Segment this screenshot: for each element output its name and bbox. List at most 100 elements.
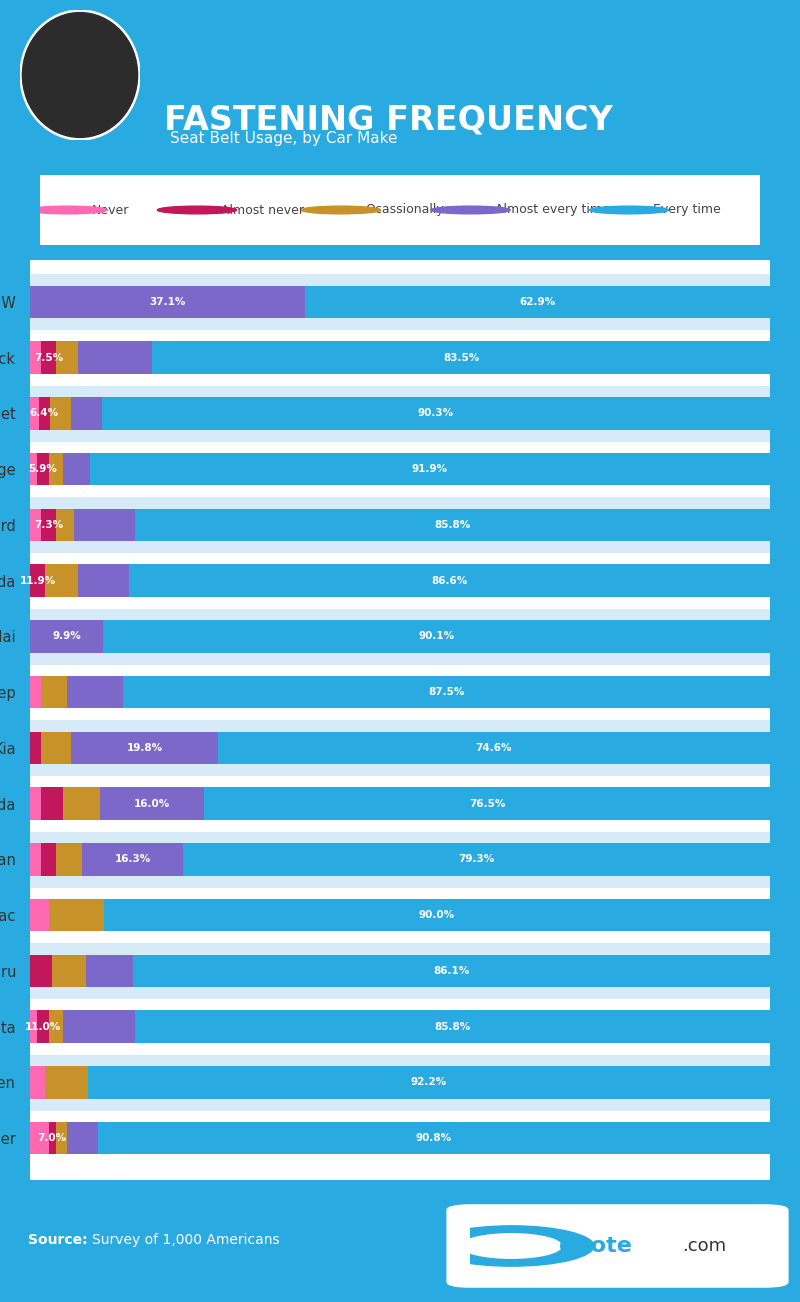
Bar (183, 844, 770, 875)
Bar (30, 943, 770, 999)
Bar (74, 509, 135, 542)
Bar (49, 1122, 56, 1155)
Bar (133, 954, 770, 987)
Text: 7.0%: 7.0% (38, 1133, 66, 1143)
Text: 86.1%: 86.1% (434, 966, 470, 976)
Bar (90, 453, 770, 486)
Text: .com: .com (682, 1237, 726, 1255)
Bar (30, 1010, 38, 1043)
Bar (52, 954, 86, 987)
Bar (30, 1122, 49, 1155)
Bar (82, 844, 183, 875)
Bar (45, 1066, 88, 1099)
Text: Every time: Every time (654, 203, 721, 216)
Circle shape (302, 206, 381, 214)
Bar (41, 676, 67, 708)
Bar (63, 453, 90, 486)
Bar (71, 732, 218, 764)
Bar (38, 453, 49, 486)
Bar (122, 676, 770, 708)
Bar (100, 788, 204, 820)
Text: 85.8%: 85.8% (434, 1022, 470, 1031)
Text: quote: quote (558, 1236, 631, 1256)
Bar (305, 285, 770, 318)
Bar (30, 496, 770, 553)
Bar (30, 887, 770, 944)
Bar (88, 1066, 770, 1099)
Circle shape (590, 206, 669, 214)
Bar (102, 397, 770, 430)
Bar (39, 397, 50, 430)
Bar (67, 1122, 98, 1155)
Bar (56, 844, 82, 875)
Bar (204, 788, 770, 820)
Bar (63, 788, 100, 820)
Circle shape (22, 13, 138, 138)
Bar (41, 732, 71, 764)
Bar (45, 565, 78, 596)
Text: 87.5%: 87.5% (428, 687, 465, 697)
Bar (56, 1122, 67, 1155)
Bar (98, 1122, 770, 1155)
Bar (63, 1010, 135, 1043)
Text: Almost every time: Almost every time (495, 203, 610, 216)
Bar (30, 341, 41, 374)
Bar (104, 898, 770, 931)
Bar (30, 898, 49, 931)
Circle shape (28, 206, 107, 214)
Bar (78, 565, 129, 596)
Text: FASTENING FREQUENCY: FASTENING FREQUENCY (164, 103, 613, 137)
Text: Seat Belt Usage, by Car Make: Seat Belt Usage, by Car Make (170, 132, 398, 147)
Bar (152, 341, 770, 374)
Bar (30, 844, 41, 875)
Text: 85.8%: 85.8% (434, 519, 470, 530)
Text: 83.5%: 83.5% (443, 353, 479, 362)
Text: 90.8%: 90.8% (416, 1133, 452, 1143)
Text: 11.9%: 11.9% (19, 575, 55, 586)
Bar (49, 1010, 63, 1043)
Bar (41, 844, 56, 875)
Bar (30, 720, 770, 776)
Text: 37.1%: 37.1% (149, 297, 186, 307)
Bar (41, 341, 56, 374)
Text: 6.4%: 6.4% (30, 409, 59, 418)
Text: 90.3%: 90.3% (418, 409, 454, 418)
Text: 90.1%: 90.1% (418, 631, 454, 642)
Bar (30, 453, 38, 486)
Bar (30, 954, 52, 987)
Text: Never: Never (92, 203, 130, 216)
Text: 74.6%: 74.6% (476, 743, 512, 753)
Bar (41, 509, 56, 542)
Bar (30, 608, 770, 664)
Text: 7.5%: 7.5% (34, 353, 63, 362)
Bar (56, 341, 78, 374)
Bar (30, 664, 770, 720)
Bar (30, 552, 770, 609)
Bar (86, 954, 133, 987)
Text: 11.0%: 11.0% (25, 1022, 61, 1031)
Bar (50, 397, 71, 430)
Bar (56, 509, 74, 542)
Bar (71, 397, 102, 430)
Circle shape (20, 10, 140, 141)
Bar (30, 329, 770, 385)
Bar (30, 565, 45, 596)
Text: 62.9%: 62.9% (519, 297, 555, 307)
Text: 9.9%: 9.9% (52, 631, 81, 642)
Bar (30, 1055, 770, 1111)
Bar (30, 441, 770, 497)
Bar (30, 285, 305, 318)
Bar (30, 676, 41, 708)
Bar (49, 453, 63, 486)
Bar (30, 620, 103, 652)
Text: 19.8%: 19.8% (126, 743, 162, 753)
Bar (30, 397, 39, 430)
Bar (135, 1010, 770, 1043)
Circle shape (429, 1226, 594, 1266)
Bar (67, 676, 122, 708)
Circle shape (158, 206, 237, 214)
Bar (30, 775, 770, 832)
Text: 90.0%: 90.0% (419, 910, 455, 921)
Circle shape (431, 206, 510, 214)
FancyBboxPatch shape (26, 173, 774, 246)
